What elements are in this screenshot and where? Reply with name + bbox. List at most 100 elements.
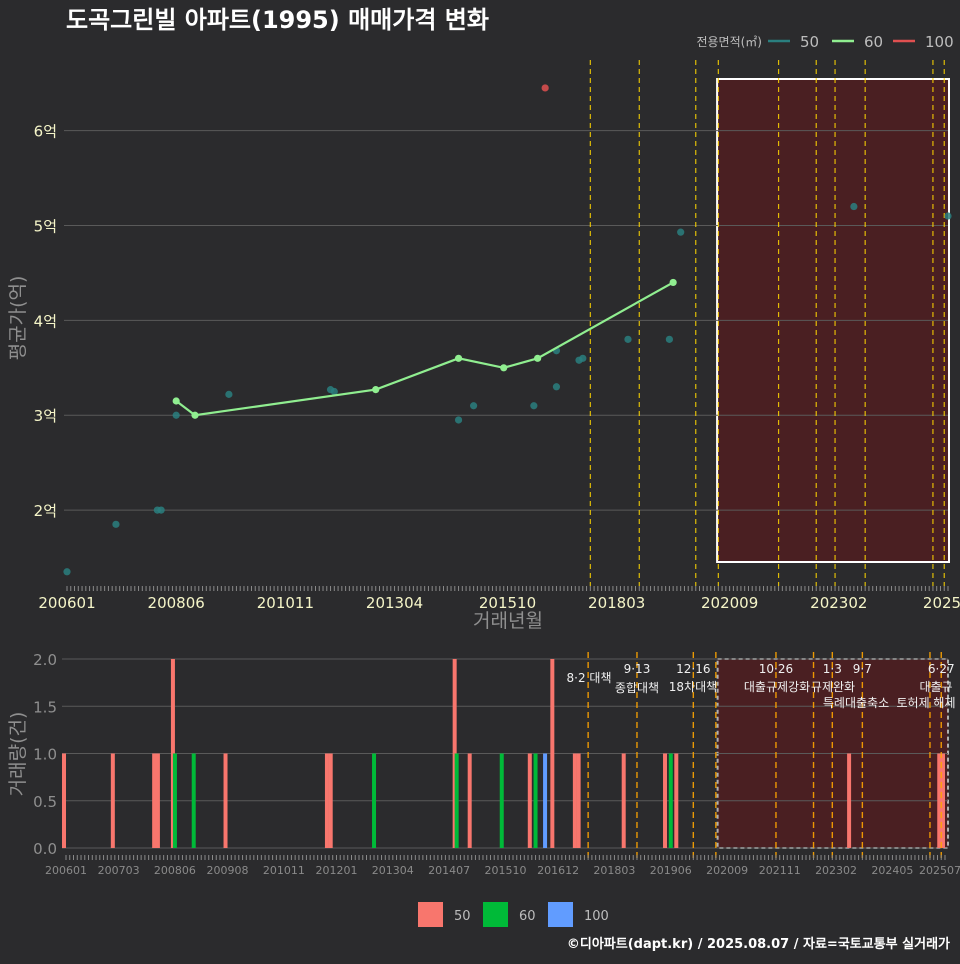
x-tick-label: 201510	[485, 864, 527, 877]
volume-bar-50	[223, 753, 228, 848]
policy-label: 토허제 해제	[896, 696, 955, 710]
volume-bar-100	[543, 753, 548, 848]
y-axis-title: 거래량(건)	[7, 712, 29, 797]
data-point-50	[112, 520, 120, 528]
volume-bar-50	[527, 753, 532, 848]
x-axis-title: 거래년월	[473, 610, 543, 632]
x-tick-label: 201612	[537, 864, 579, 877]
data-point-60	[191, 411, 199, 419]
policy-label: 대출규제강화	[744, 680, 810, 694]
x-tick-label: 202302	[810, 594, 867, 612]
volume-bar-50	[576, 753, 581, 848]
x-tick-label: 201407	[428, 864, 470, 877]
volume-bar-50	[572, 753, 577, 848]
volume-bar-50	[467, 753, 472, 848]
y-tick-label: 1.0	[33, 746, 57, 764]
policy-date-label: 12·16	[676, 662, 710, 676]
legend-label-100: 100	[925, 33, 954, 51]
volume-bar-50	[328, 753, 333, 848]
policy-label: 규제완화	[811, 680, 855, 694]
legend-label-60: 60	[864, 33, 883, 51]
data-point-100	[541, 84, 549, 92]
data-point-50	[665, 335, 673, 343]
x-tick-label: 202111	[759, 864, 801, 877]
y-axis-title: 평균가(억)	[7, 276, 29, 361]
policy-label: 종합대책	[615, 680, 659, 695]
data-point-60	[669, 278, 677, 287]
data-point-50	[63, 568, 71, 576]
data-point-50	[330, 387, 338, 396]
volume-bar-50	[847, 753, 852, 848]
x-tick-label: 202405	[871, 864, 913, 877]
x-tick-label: 201304	[366, 594, 423, 612]
policy-label: 18차대책	[669, 679, 717, 694]
legend-swatch-50	[418, 902, 443, 927]
data-point-50	[677, 228, 685, 236]
data-point-60	[500, 364, 508, 372]
legend-title: 전용면적(㎡)	[696, 35, 762, 49]
x-tick-label: 201201	[315, 864, 357, 877]
policy-date-label: 10·26	[759, 662, 793, 676]
x-tick-label: 201011	[263, 864, 305, 877]
legend-label-50: 50	[800, 33, 819, 51]
volume-bar-50	[621, 753, 626, 848]
y-tick-label: 2.0	[33, 651, 57, 669]
data-point-60	[172, 397, 180, 405]
x-tick-label: 201803	[593, 864, 635, 877]
y-tick-label: 6억	[34, 123, 57, 141]
x-tick-label: 202009	[706, 864, 748, 877]
chart-title: 도곡그린빌 아파트(1995) 매매가격 변화	[66, 6, 489, 34]
y-tick-label: 4억	[34, 312, 57, 330]
x-tick-label: 200806	[154, 864, 196, 877]
volume-bar-60	[172, 753, 177, 848]
volume-bar-60	[668, 753, 673, 848]
x-tick-label: 200601	[38, 594, 95, 612]
volume-bar-50	[152, 753, 157, 848]
x-tick-label: 200703	[98, 864, 140, 877]
data-point-50	[624, 335, 632, 343]
volume-bar-60	[533, 753, 538, 848]
policy-date-label: 1·3	[823, 662, 842, 676]
y-tick-label: 3억	[34, 407, 57, 425]
policy-date-label: 6·27	[928, 662, 955, 676]
policy-date-label: 9·7	[853, 662, 872, 676]
volume-bar-50	[937, 753, 942, 848]
data-point-60	[534, 354, 542, 362]
policy-label: 8·2 대책	[567, 670, 612, 685]
data-point-50	[944, 212, 952, 220]
data-point-60	[454, 354, 463, 362]
credit-text: ©디아파트(dapt.kr) / 2025.08.07 / 자료=국토교통부 실…	[567, 936, 950, 952]
x-tick-label: 201510	[479, 594, 536, 612]
data-point-50	[470, 402, 478, 410]
data-point-50	[530, 402, 538, 410]
volume-bar-60	[499, 753, 504, 848]
volume-bar-50	[550, 659, 555, 848]
data-point-50	[454, 416, 463, 424]
x-tick-label: 201304	[372, 864, 414, 877]
x-tick-label: 200908	[207, 864, 249, 877]
x-tick-label: 200601	[45, 864, 87, 877]
x-tick-label: 202507	[919, 864, 960, 877]
x-tick-label: 202009	[701, 594, 758, 612]
data-point-50	[225, 390, 233, 398]
volume-bar-50	[155, 753, 160, 848]
policy-date-label: 9·13	[624, 662, 651, 676]
volume-bar-50	[324, 753, 329, 848]
x-tick-label: 201803	[588, 594, 645, 612]
volume-bar-50	[110, 753, 115, 848]
legend-label-50: 50	[454, 909, 471, 924]
data-point-50	[850, 202, 858, 211]
volume-bar-50	[941, 753, 945, 848]
volume-bar-60	[454, 753, 459, 848]
y-tick-label: 2억	[34, 502, 57, 520]
x-tick-label: 202302	[815, 864, 857, 877]
data-point-50	[157, 506, 165, 514]
x-tick-label: 201011	[257, 594, 314, 612]
legend-swatch-60	[483, 902, 508, 927]
data-point-50	[579, 354, 587, 362]
data-point-50	[172, 411, 180, 419]
legend-label-60: 60	[519, 909, 536, 924]
x-tick-label: 2025	[923, 594, 960, 612]
y-tick-label: 0.5	[33, 793, 57, 811]
